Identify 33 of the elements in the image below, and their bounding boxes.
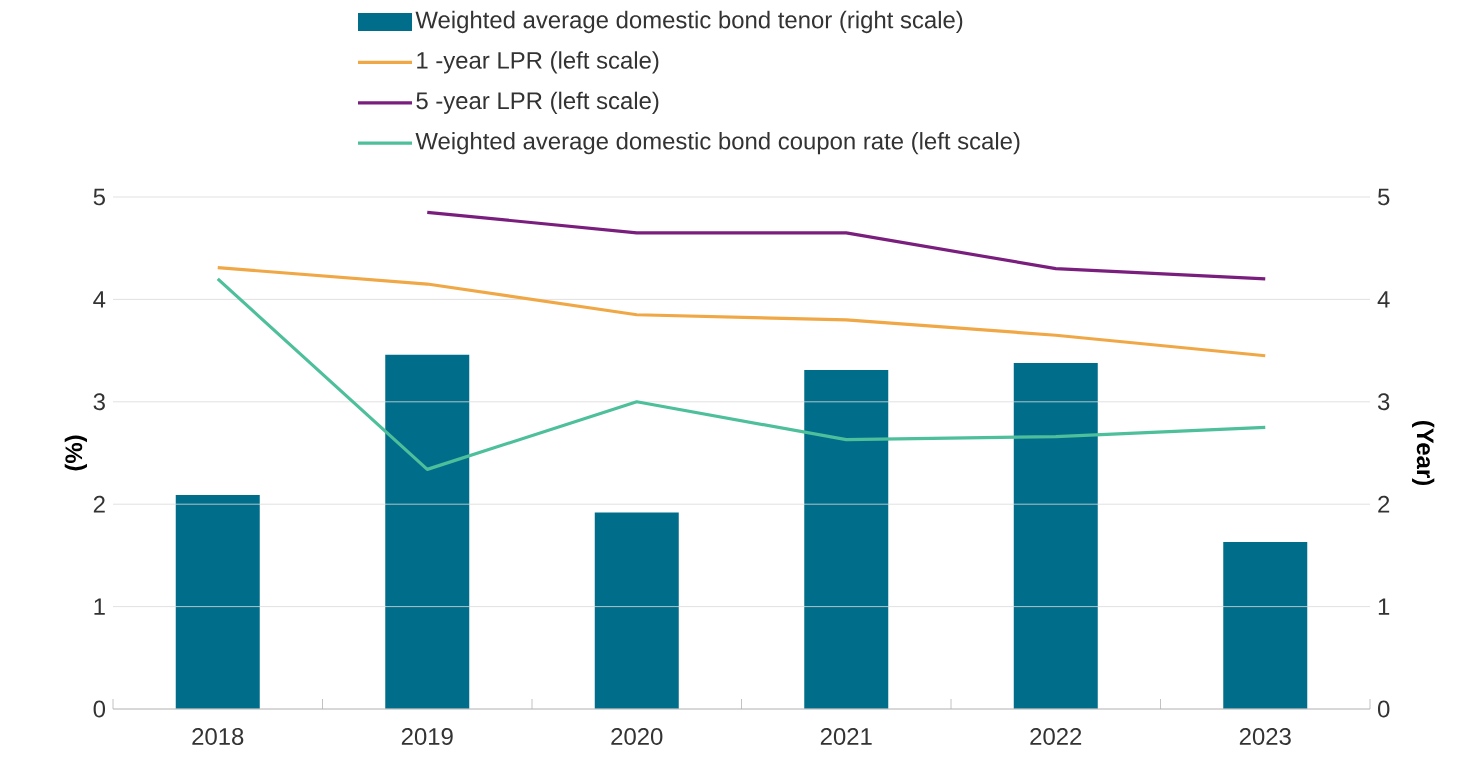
y-tick-label: 4 (93, 291, 106, 308)
y-tick-label: 1 (94, 598, 105, 615)
bar (175, 494, 260, 709)
x-tick-label: 2021 (820, 728, 872, 745)
x-tick-label: 2018 (192, 728, 244, 745)
x-tick-label: 2020 (611, 728, 663, 745)
x-tick-label: 2023 (1239, 728, 1291, 745)
y2-tick-label: 1 (1378, 598, 1390, 615)
legend-label: 5 -year LPR (left scale) (416, 91, 659, 114)
y-tick-label: 0 (93, 700, 106, 718)
legend-label: Weighted average domestic bond tenor (right scale) (415, 10, 963, 34)
line-series (216, 277, 1267, 471)
y-axis-title: (%) (64, 435, 87, 471)
legend-label: Weighted average domestic bond coupon rate (left scale) (415, 132, 1020, 155)
x-tick-label: 2019 (401, 728, 453, 745)
y2-tick-label: 3 (1377, 393, 1390, 411)
bar (1013, 362, 1098, 709)
bar (1223, 542, 1308, 709)
bar (594, 512, 679, 709)
y2-axis-title: (Year) (1412, 420, 1435, 486)
y2-tick-label: 2 (1378, 495, 1390, 513)
legend-label: 1 -year LPR (left scale) (417, 51, 659, 74)
y-tick-label: 5 (93, 188, 105, 206)
line-series (425, 210, 1267, 281)
x-tick-label: 2022 (1030, 728, 1082, 745)
y-tick-label: 3 (93, 393, 105, 411)
bar (804, 370, 889, 709)
y2-tick-label: 4 (1377, 291, 1390, 308)
y2-tick-label: 5 (1378, 188, 1390, 206)
bar (385, 354, 470, 709)
y-tick-label: 2 (93, 495, 105, 513)
line-series (216, 266, 1267, 358)
y2-tick-label: 0 (1377, 700, 1390, 718)
